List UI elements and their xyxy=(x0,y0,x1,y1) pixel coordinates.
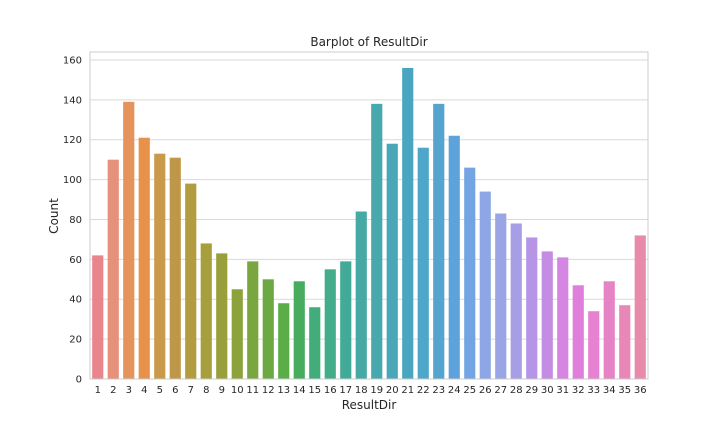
plot-frame xyxy=(89,51,649,380)
bar-13 xyxy=(278,303,290,379)
x-tick-label: 6 xyxy=(172,385,178,396)
bar-15 xyxy=(309,307,321,379)
x-tick-label: 35 xyxy=(618,385,631,396)
y-tick-label: 80 xyxy=(69,215,82,226)
x-tick-label: 10 xyxy=(231,385,244,396)
x-tick-label: 16 xyxy=(324,385,337,396)
bar-6 xyxy=(169,157,181,379)
x-axis-title: ResultDir xyxy=(342,398,397,412)
x-tick-label: 36 xyxy=(634,385,647,396)
bar-33 xyxy=(588,311,600,379)
x-tick-label: 18 xyxy=(355,385,368,396)
x-tick-label: 28 xyxy=(510,385,523,396)
x-tick-label: 7 xyxy=(188,385,194,396)
y-tick-label: 20 xyxy=(69,335,82,346)
bar-25 xyxy=(464,167,476,379)
bar-24 xyxy=(448,135,460,379)
y-tick-labels: 0 20 40 60 80 100 120 140 160 xyxy=(63,55,82,385)
x-tick-label: 2 xyxy=(110,385,116,396)
x-tick-label: 11 xyxy=(246,385,259,396)
x-tick-label: 5 xyxy=(157,385,163,396)
bar-12 xyxy=(262,279,274,379)
bar-36 xyxy=(634,235,646,379)
y-tick-label: 0 xyxy=(76,375,82,386)
bar-23 xyxy=(433,103,445,379)
bar-27 xyxy=(495,213,507,379)
x-tick-label: 17 xyxy=(339,385,352,396)
bar-21 xyxy=(402,67,414,379)
x-tick-label: 24 xyxy=(448,385,461,396)
x-tick-label: 22 xyxy=(417,385,430,396)
x-tick-label: 15 xyxy=(308,385,321,396)
x-tick-label: 13 xyxy=(277,385,290,396)
bar-4 xyxy=(138,137,150,379)
bar-26 xyxy=(479,191,491,379)
x-tick-label: 19 xyxy=(370,385,383,396)
bar-17 xyxy=(340,261,352,379)
bar-8 xyxy=(200,243,212,379)
x-tick-label: 9 xyxy=(219,385,225,396)
bar-31 xyxy=(557,257,569,379)
y-tick-label: 160 xyxy=(63,55,82,66)
bar-35 xyxy=(619,305,631,379)
x-tick-label: 27 xyxy=(494,385,507,396)
y-tick-label: 40 xyxy=(69,295,82,306)
x-tick-label: 4 xyxy=(141,385,147,396)
y-axis-title: Count xyxy=(47,198,61,234)
bar-16 xyxy=(324,269,336,379)
bar-20 xyxy=(386,143,398,379)
x-tick-label: 26 xyxy=(479,385,492,396)
bar-32 xyxy=(572,285,584,379)
y-tick-label: 60 xyxy=(69,255,82,266)
x-tick-label: 29 xyxy=(525,385,538,396)
bar-19 xyxy=(371,103,383,379)
bar-29 xyxy=(526,237,538,379)
bar-5 xyxy=(154,153,166,379)
x-tick-label: 34 xyxy=(603,385,616,396)
x-tick-label: 33 xyxy=(587,385,600,396)
bar-18 xyxy=(355,211,367,379)
chart-title: Barplot of ResultDir xyxy=(310,35,427,49)
x-tick-label: 1 xyxy=(95,385,101,396)
grid-lines xyxy=(90,59,648,380)
bars xyxy=(92,67,646,379)
bar-11 xyxy=(247,261,259,379)
bar-22 xyxy=(417,147,429,379)
x-tick-label: 20 xyxy=(386,385,399,396)
x-tick-label: 21 xyxy=(401,385,414,396)
bar-10 xyxy=(231,289,243,379)
x-tick-label: 32 xyxy=(572,385,585,396)
x-tick-label: 12 xyxy=(262,385,275,396)
x-tick-label: 31 xyxy=(556,385,569,396)
x-tick-label: 3 xyxy=(126,385,132,396)
x-tick-label: 8 xyxy=(203,385,209,396)
x-tick-labels: 1 2 3 4 5 6 7 8 9 10 11 12 13 14 15 16 17 18 19 20 21 22 23 24 2… xyxy=(95,385,647,396)
bar-7 xyxy=(185,183,197,379)
bar-2 xyxy=(107,159,119,379)
bar-3 xyxy=(123,101,135,379)
bar-30 xyxy=(541,251,553,379)
bar-1 xyxy=(92,255,104,379)
x-tick-label: 30 xyxy=(541,385,554,396)
x-tick-label: 23 xyxy=(432,385,445,396)
x-tick-label: 25 xyxy=(463,385,476,396)
bar-28 xyxy=(510,223,522,379)
bar-9 xyxy=(216,253,228,379)
y-tick-label: 140 xyxy=(63,95,82,106)
y-tick-label: 100 xyxy=(63,175,82,186)
bar-14 xyxy=(293,281,305,379)
x-tick-label: 14 xyxy=(293,385,306,396)
y-tick-label: 120 xyxy=(63,135,82,146)
bar-34 xyxy=(603,281,615,379)
